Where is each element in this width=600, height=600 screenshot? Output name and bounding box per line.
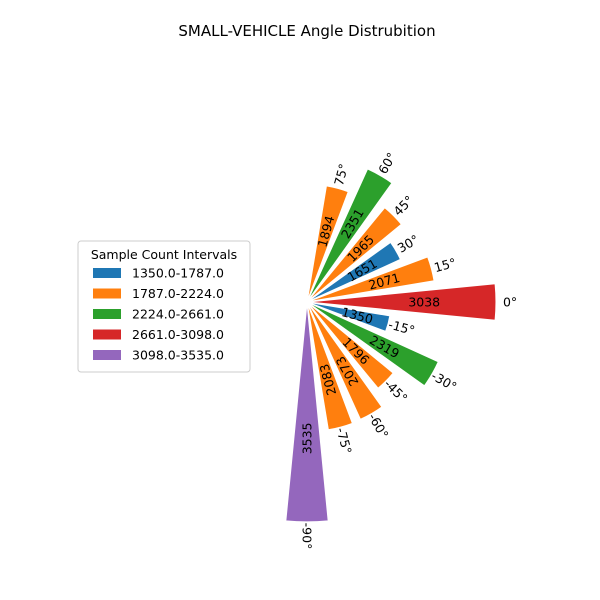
chart-title: SMALL-VEHICLE Angle Distrubition — [178, 22, 435, 40]
angle-tick-label: 0° — [503, 295, 517, 310]
bar-60° — [306, 168, 393, 303]
angle-tick-label: -15° — [387, 317, 417, 338]
bar-30° — [306, 241, 402, 303]
legend-items: 1350.0-1787.0 1787.0-2224.0 2224.0-2661.0 2… — [93, 266, 224, 363]
bar-value-label: 3038 — [408, 295, 440, 310]
bar-45° — [306, 206, 403, 303]
legend-label: 2224.0-2661.0 — [132, 307, 224, 322]
angle-tick-label: -90° — [300, 523, 315, 550]
legend-swatch — [93, 309, 121, 319]
bar--30° — [306, 301, 440, 387]
bar--90° — [285, 301, 329, 523]
bars-group: 3038 0°207115°165130°196545°235160°189475… — [285, 150, 517, 550]
angle-tick-label: 45° — [390, 192, 416, 218]
bar-75° — [306, 185, 350, 303]
legend-swatch — [93, 288, 121, 299]
angle-tick-label: 15° — [432, 255, 457, 275]
legend: Sample Count Intervals 1350.0-1787.0 1787… — [77, 240, 251, 373]
angle-tick-label: -60° — [365, 411, 391, 442]
bar--60° — [306, 301, 383, 421]
angle-tick-label: 30° — [395, 232, 422, 256]
legend-label: 1787.0-2224.0 — [132, 286, 224, 301]
legend-label: 3098.0-3535.0 — [132, 348, 224, 363]
angle-tick-label: 75° — [331, 162, 351, 187]
legend-label: 2661.0-3098.0 — [132, 327, 224, 342]
bar--75° — [306, 301, 354, 431]
legend-swatch — [93, 350, 121, 360]
legend-swatch — [93, 329, 121, 340]
bar-15° — [306, 255, 435, 303]
angle-tick-label: 60° — [375, 150, 399, 177]
legend-label: 1350.0-1787.0 — [132, 266, 224, 281]
angle-tick-label: -75° — [333, 426, 354, 456]
bar--45° — [306, 301, 395, 390]
legend-title: Sample Count Intervals — [91, 247, 237, 262]
bar--15° — [306, 301, 391, 333]
bar-0° — [306, 283, 497, 321]
bar-value-label: 3535 — [300, 422, 315, 454]
legend-swatch — [93, 268, 121, 278]
angle-tick-label: -30° — [429, 368, 460, 394]
